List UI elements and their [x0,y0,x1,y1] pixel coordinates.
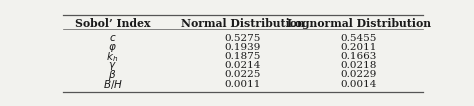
Text: $\gamma$: $\gamma$ [108,60,117,72]
Text: $\varphi$: $\varphi$ [108,42,117,54]
Text: $k_h$: $k_h$ [107,50,118,64]
Text: 0.0214: 0.0214 [225,61,261,70]
Text: 0.1939: 0.1939 [225,43,261,52]
Text: Normal Distribution: Normal Distribution [181,18,305,29]
Text: 0.0225: 0.0225 [225,70,261,80]
Text: $\beta$: $\beta$ [109,68,117,82]
Text: 0.1875: 0.1875 [225,52,261,61]
Text: 0.1663: 0.1663 [340,52,377,61]
Text: Lognormal Distribution: Lognormal Distribution [287,18,431,29]
Text: 0.2011: 0.2011 [340,43,377,52]
Text: 0.0218: 0.0218 [340,61,377,70]
Text: 0.0014: 0.0014 [340,80,377,89]
Text: 0.0229: 0.0229 [340,70,377,80]
Text: $c$: $c$ [109,33,116,43]
Text: $B/H$: $B/H$ [102,78,122,91]
Text: Sobol’ Index: Sobol’ Index [75,18,150,29]
Text: 0.5455: 0.5455 [340,34,377,43]
Text: 0.0011: 0.0011 [225,80,261,89]
Text: 0.5275: 0.5275 [225,34,261,43]
